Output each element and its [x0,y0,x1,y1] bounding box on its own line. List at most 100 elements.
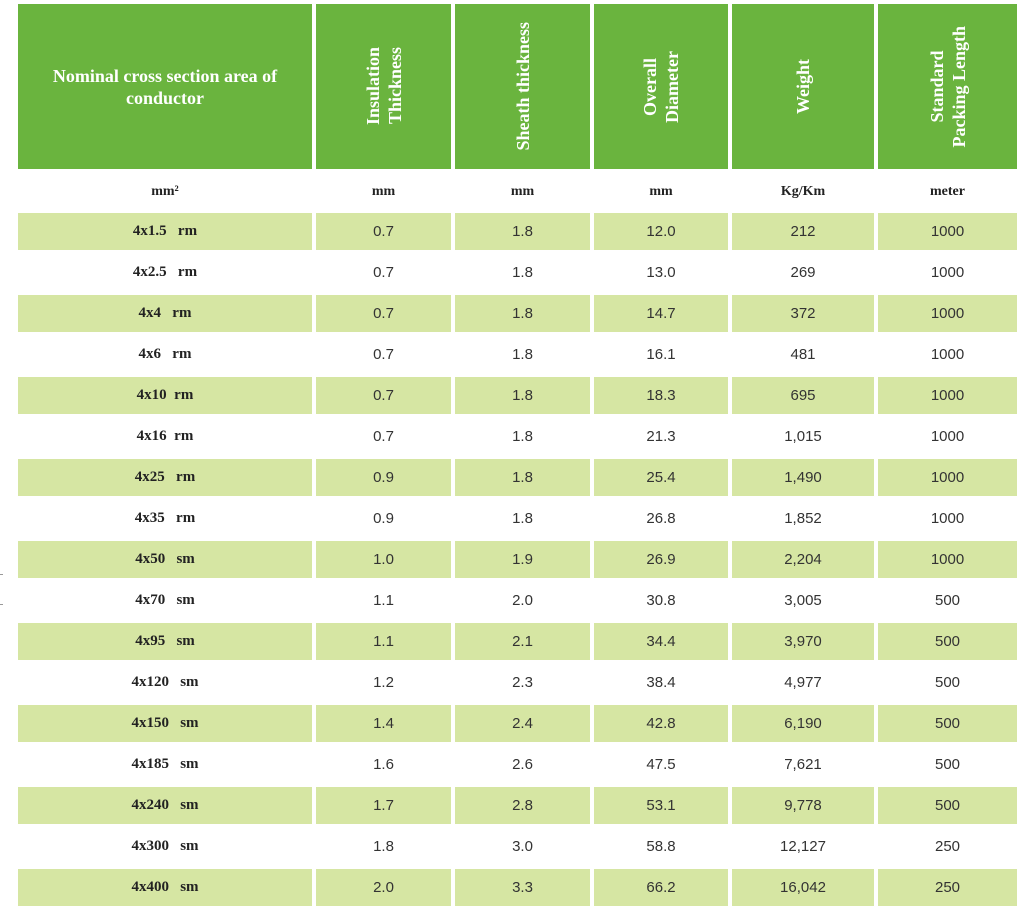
table-cell: 47.5 [646,756,676,773]
table-cell: 1000 [878,377,1017,414]
table-cell: 53.1 [594,787,728,824]
table-cell: 38.4 [646,674,676,691]
header-overall-diameter: Overall Diameter [594,4,728,169]
table-cell: 26.9 [594,541,728,578]
table-row-label: 4x10 rm [18,377,312,414]
table-cell: 1.1 [373,592,394,609]
table-cell: 500 [878,705,1017,742]
table-cell: 2.8 [455,787,590,824]
table-cell: 212 [732,213,874,250]
table-cell: 2.1 [455,623,590,660]
table-cell: 3.3 [455,869,590,906]
table-cell: 1.7 [316,787,451,824]
header-insulation-thickness: Insulation Thickness [316,4,451,169]
table-cell: 372 [732,295,874,332]
table-row-label: 4x300 sm [131,838,199,854]
table-cell: 0.7 [373,264,394,281]
table-cell: 500 [878,623,1017,660]
table-row-label: 4x4 rm [18,295,312,332]
table-cell: 1000 [930,264,965,281]
header-label: Sheath thickness [512,22,533,151]
table-cell: 1000 [878,459,1017,496]
table-cell: 1.4 [316,705,451,742]
table-cell: 2.6 [512,756,533,773]
margin-tick [0,574,3,575]
table-cell: 2.0 [316,869,451,906]
table-cell: 0.7 [316,295,451,332]
table-row-label: 4x16 rm [136,428,194,444]
table-cell: 26.8 [646,510,676,527]
table-row-label: 4x35 rm [134,510,196,526]
table-cell: 250 [934,838,961,855]
table-cell: 0.9 [373,510,394,527]
margin-tick [0,604,3,605]
table-cell: 42.8 [594,705,728,742]
unit-cell: Kg/Km [780,184,826,199]
table-row-label: 4x25 rm [18,459,312,496]
unit-cell: mm [510,184,535,199]
header-label: Weight [793,58,813,114]
table-cell: 1.8 [455,459,590,496]
cable-spec-table: Nominal cross section area of conductor … [18,4,1017,910]
table-cell: 1,852 [784,510,822,527]
table-row-label: 4x185 sm [131,756,199,772]
table-cell: 1,490 [732,459,874,496]
table-cell: 695 [732,377,874,414]
table-cell: 18.3 [594,377,728,414]
table-cell: 1000 [878,541,1017,578]
table-cell: 1.6 [373,756,394,773]
table-cell: 500 [934,674,961,691]
table-cell: 21.3 [646,428,676,445]
unit-cell: meter [930,184,965,199]
table-cell: 500 [934,592,961,609]
table-cell: 1.2 [373,674,394,691]
unit-cell: mm [649,184,673,199]
table-cell: 0.7 [316,377,451,414]
unit-cell: mm² [151,184,179,199]
table-cell: 1.0 [316,541,451,578]
table-cell: 1000 [930,510,965,527]
header-label: Overall Diameter [640,50,682,123]
table-cell: 2.3 [512,674,533,691]
table-cell: 269 [790,264,816,281]
table-cell: 16.1 [646,346,676,363]
table-cell: 13.0 [646,264,676,281]
table-row-label: 4x6 rm [138,346,192,362]
header-label: Insulation Thickness [362,47,405,126]
table-cell: 12,127 [780,838,826,855]
table-cell: 16,042 [732,869,874,906]
table-cell: 3,970 [732,623,874,660]
table-cell: 2.0 [512,592,533,609]
table-cell: 2.4 [455,705,590,742]
table-cell: 481 [790,346,816,363]
table-cell: 0.7 [316,213,451,250]
table-row-label: 4x120 sm [131,674,199,690]
table-cell: 3.0 [512,838,533,855]
table-row-label: 4x2.5 rm [132,264,198,280]
table-cell: 1.8 [455,295,590,332]
table-cell: 1.8 [373,838,394,855]
table-cell: 500 [934,756,961,773]
table-cell: 7,621 [784,756,822,773]
table-cell: 1.8 [455,377,590,414]
table-row-label: 4x95 sm [18,623,312,660]
table-cell: 1.8 [455,213,590,250]
table-cell: 1.8 [512,428,533,445]
table-cell: 14.7 [594,295,728,332]
table-cell: 0.7 [373,428,394,445]
table-cell: 9,778 [732,787,874,824]
header-cross-section: Nominal cross section area of conductor [18,4,312,169]
table-cell: 58.8 [646,838,676,855]
table-cell: 34.4 [594,623,728,660]
table-cell: 0.9 [316,459,451,496]
table-cell: 1.9 [455,541,590,578]
table-row-label: 4x240 sm [18,787,312,824]
table-cell: 6,190 [732,705,874,742]
table-cell: 4,977 [784,674,822,691]
header-sheath-thickness: Sheath thickness [455,4,590,169]
table-cell: 12.0 [594,213,728,250]
unit-cell: mm [371,184,396,199]
table-cell: 1,015 [784,428,822,445]
table-cell: 25.4 [594,459,728,496]
header-label: Standard Packing Length [926,25,969,148]
